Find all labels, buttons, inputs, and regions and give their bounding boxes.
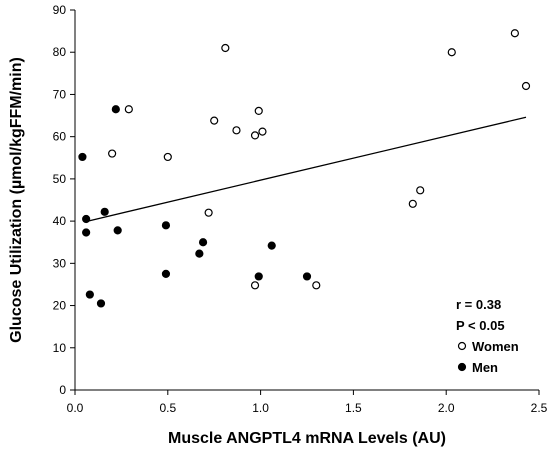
- legend-men-label: Men: [472, 360, 498, 375]
- legend: r = 0.38 P < 0.05 Women Men: [456, 297, 519, 375]
- men-data-point: [113, 226, 122, 235]
- x-axis-title: Muscle ANGPTL4 mRNA Levels (AU): [168, 430, 446, 447]
- women-data-point: [221, 43, 230, 53]
- y-tick-label: 30: [53, 256, 67, 270]
- x-tick-label: 2.0: [438, 401, 455, 415]
- women-data-point: [250, 131, 260, 140]
- women-data-point: [521, 81, 531, 91]
- men-data-point: [85, 290, 94, 299]
- women-data-point: [510, 29, 519, 38]
- men-data-point: [78, 152, 87, 162]
- y-tick-label: 50: [53, 172, 67, 186]
- men-data-point: [82, 214, 91, 224]
- men-data-point: [302, 272, 312, 281]
- legend-women-label: Women: [472, 339, 519, 354]
- x-tick-label: 1.5: [345, 401, 362, 415]
- women-data-point: [163, 152, 172, 162]
- women-data-point: [447, 48, 456, 57]
- x-tick-label: 1.0: [252, 401, 269, 415]
- x-tick-label: 2.5: [531, 401, 548, 415]
- x-tick-label: 0.5: [159, 401, 176, 415]
- trendline: [84, 116, 527, 223]
- stat-p-label: P < 0.05: [456, 318, 505, 333]
- men-data-point: [161, 269, 171, 278]
- stat-r-label: r = 0.38: [456, 297, 501, 312]
- y-tick-label: 60: [53, 130, 67, 144]
- men-data-point: [111, 105, 120, 114]
- y-axis-title: Glucose Utilization (µmol/kgFFM/min): [8, 57, 25, 343]
- trendline-group: [84, 116, 527, 223]
- axes: [74, 10, 539, 391]
- women-data-point: [258, 127, 267, 136]
- women-data-point: [254, 106, 263, 116]
- men-data-point: [254, 272, 263, 281]
- women-data-point: [108, 149, 117, 158]
- women-data-point: [312, 281, 321, 290]
- men-data-point: [96, 299, 106, 308]
- data-points: [78, 29, 531, 308]
- y-tick-label: 90: [53, 3, 67, 17]
- women-data-point: [210, 116, 219, 125]
- men-data-point: [195, 249, 204, 258]
- men-data-point: [82, 228, 91, 237]
- legend-women-marker: [457, 341, 467, 351]
- y-tick-label: 80: [53, 45, 67, 59]
- ticks: 0.0 0.5 1.0 1.5 2.0 2.5 0 10 20 30 40 50 60 70 80 90: [53, 3, 548, 415]
- men-data-point: [161, 221, 171, 230]
- men-data-point: [267, 241, 276, 250]
- women-data-point: [250, 281, 260, 290]
- women-data-point: [232, 126, 241, 135]
- men-data-point: [198, 238, 208, 247]
- y-tick-label: 0: [59, 383, 66, 397]
- y-tick-label: 10: [53, 341, 67, 355]
- women-data-point: [408, 199, 417, 208]
- legend-men-marker: [457, 362, 467, 372]
- y-tick-label: 70: [53, 87, 67, 101]
- women-data-point: [416, 186, 425, 195]
- x-tick-label: 0.0: [67, 401, 84, 415]
- men-data-point: [100, 207, 109, 216]
- women-data-point: [124, 105, 133, 114]
- y-tick-label: 20: [53, 299, 67, 313]
- women-data-point: [204, 208, 213, 217]
- y-tick-label: 40: [53, 214, 67, 228]
